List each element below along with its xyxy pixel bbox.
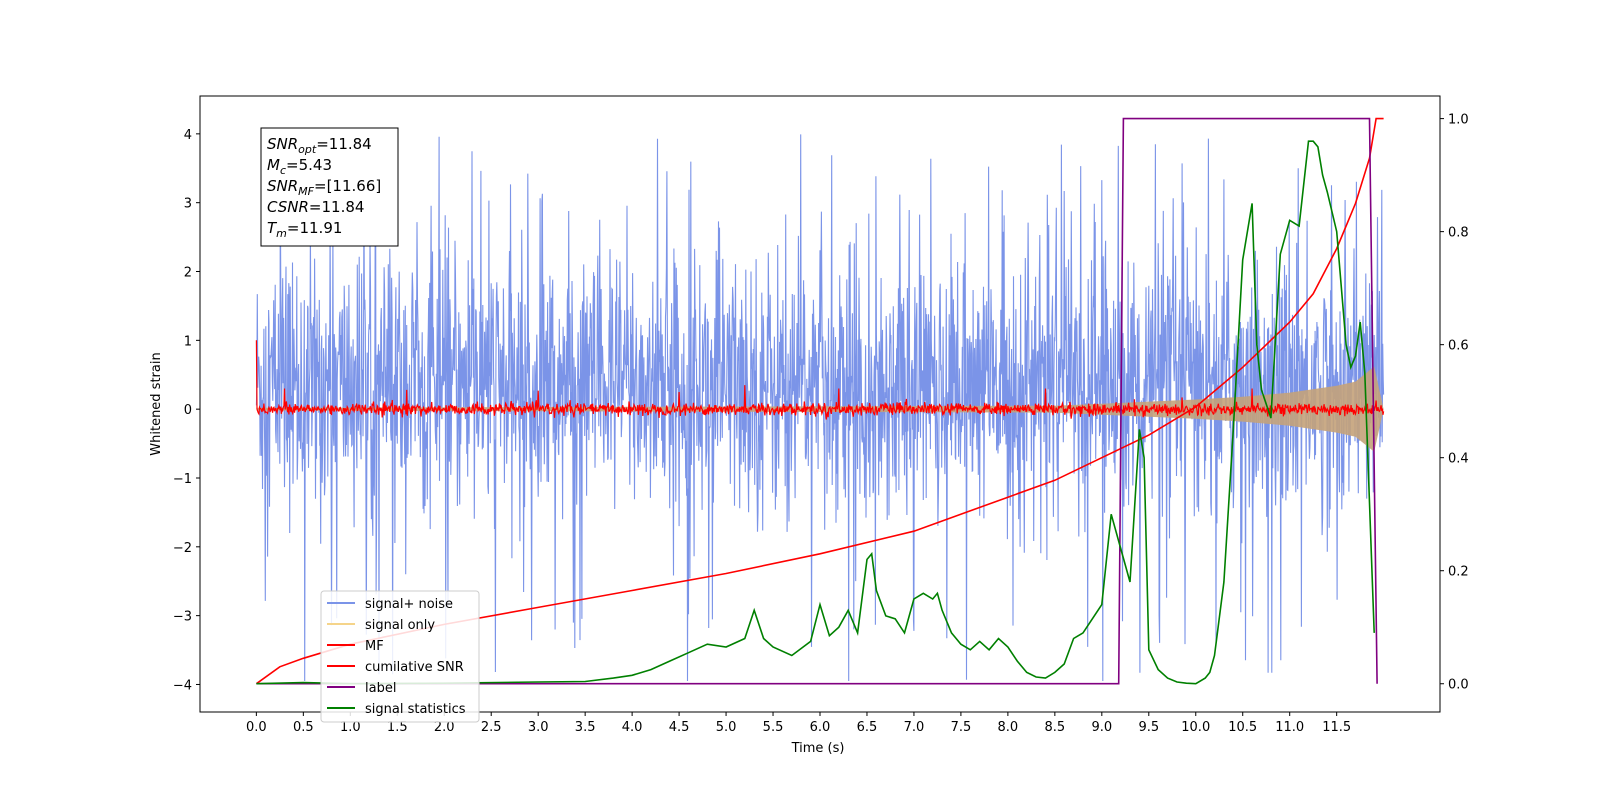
x-tick-label: 4.0 xyxy=(622,720,643,735)
x-tick-label: 7.5 xyxy=(951,720,972,735)
legend-entry: MF xyxy=(327,639,384,654)
y2-tick-label: 0.6 xyxy=(1448,339,1469,354)
y-tick-label: 1 xyxy=(184,334,192,349)
y2-tick-label: 0.4 xyxy=(1448,452,1469,467)
x-tick-label: 4.5 xyxy=(669,720,690,735)
y-tick-label: 3 xyxy=(184,197,192,212)
y2-tick-label: 1.0 xyxy=(1448,113,1469,128)
x-tick-label: 9.5 xyxy=(1138,720,1159,735)
x-tick-label: 10.0 xyxy=(1181,720,1210,735)
x-tick-label: 5.0 xyxy=(716,720,737,735)
annotation-snr-mf: SNRMF=[11.66] xyxy=(267,177,381,198)
series-label-line xyxy=(256,117,1378,685)
series-mf-line xyxy=(255,340,1385,420)
series-signal-noise-line xyxy=(255,134,1385,682)
legend: signal+ noise signal only MF cumilative SNR… xyxy=(320,590,480,723)
y-tick-label: 4 xyxy=(184,128,192,143)
legend-label: MF xyxy=(365,639,384,654)
x-axis-label: Time (s) xyxy=(791,741,845,756)
y2-tick-label: 0.8 xyxy=(1448,226,1469,241)
y-tick-label: −2 xyxy=(173,541,192,556)
y-axis-right: 1.0 0.8 0.6 0.4 0.2 0.0 xyxy=(1440,113,1469,693)
y-tick-label: 2 xyxy=(184,266,192,281)
y2-tick-label: 0.2 xyxy=(1448,565,1469,580)
legend-label: cumilative SNR xyxy=(365,660,464,675)
x-axis: 0.0 0.5 1.0 1.5 2.0 2.5 3.0 3.5 4.0 4.5 5.0 5.5 6.0 6… xyxy=(246,712,1351,735)
legend-label: signal+ noise xyxy=(365,597,453,612)
legend-entry: signal statistics xyxy=(327,702,466,717)
legend-entry: label xyxy=(327,681,396,696)
y-tick-label: −1 xyxy=(173,472,192,487)
y-tick-label: −4 xyxy=(173,678,192,693)
legend-entry: signal only xyxy=(327,618,435,633)
legend-label: signal statistics xyxy=(365,702,466,717)
x-tick-label: 8.5 xyxy=(1045,720,1066,735)
x-tick-label: 5.5 xyxy=(763,720,784,735)
series-signal-statistics-line xyxy=(256,140,1375,685)
x-tick-label: 1.5 xyxy=(387,720,408,735)
annotation-frame xyxy=(260,127,399,247)
x-tick-label: 11.0 xyxy=(1275,720,1304,735)
legend-label: label xyxy=(365,681,396,696)
x-tick-label: 2.0 xyxy=(434,720,455,735)
x-tick-label: 0.0 xyxy=(246,720,267,735)
annotation-mc: Mc=5.43 xyxy=(267,156,332,177)
x-tick-label: 10.5 xyxy=(1228,720,1257,735)
x-tick-label: 11.5 xyxy=(1322,720,1351,735)
x-tick-label: 3.0 xyxy=(528,720,549,735)
legend-frame xyxy=(320,590,480,723)
x-tick-label: 7.0 xyxy=(904,720,925,735)
x-tick-label: 1.0 xyxy=(340,720,361,735)
x-tick-label: 2.5 xyxy=(481,720,502,735)
legend-entry: signal+ noise xyxy=(327,597,453,612)
y-tick-label: 0 xyxy=(184,403,192,418)
y-axis-left: 4 3 2 1 0 −1 −2 −3 −4 xyxy=(173,128,200,693)
x-tick-label: 6.5 xyxy=(857,720,878,735)
y-tick-label: −3 xyxy=(173,610,192,625)
annotation-box: SNRopt=11.84 Mc=5.43 SNRMF=[11.66] CSNR=… xyxy=(260,127,399,247)
x-tick-label: 0.5 xyxy=(293,720,314,735)
x-tick-label: 3.5 xyxy=(575,720,596,735)
y-axis-label: Whitened strain xyxy=(149,352,164,455)
x-tick-label: 8.0 xyxy=(998,720,1019,735)
legend-entry: cumilative SNR xyxy=(327,660,464,675)
legend-label: signal only xyxy=(365,618,435,633)
annotation-csnr: CSNR=11.84 xyxy=(267,198,364,216)
x-tick-label: 6.0 xyxy=(810,720,831,735)
annotation-tm: Tm=11.91 xyxy=(267,219,342,240)
annotation-snr-opt: SNRopt=11.84 xyxy=(267,135,372,156)
x-tick-label: 9.0 xyxy=(1091,720,1112,735)
y2-tick-label: 0.0 xyxy=(1448,678,1469,693)
